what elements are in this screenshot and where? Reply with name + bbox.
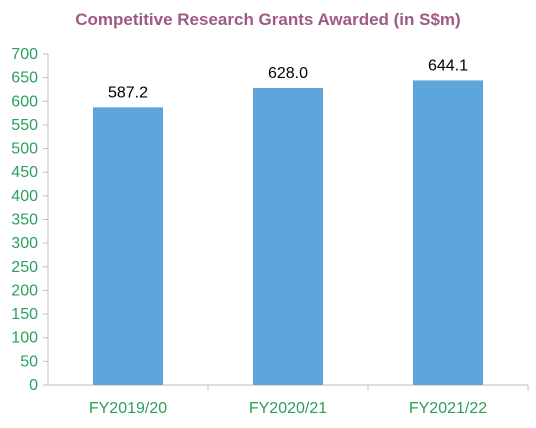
y-tick-label: 250 (11, 259, 38, 276)
y-tick-label: 550 (11, 117, 38, 134)
data-label: 628.0 (268, 65, 308, 82)
y-tick-label: 400 (11, 188, 38, 205)
data-label: 644.1 (428, 57, 468, 74)
y-tick-label: 50 (20, 353, 38, 370)
y-tick-label: 450 (11, 164, 38, 181)
chart-title: Competitive Research Grants Awarded (in … (75, 10, 461, 29)
bar (413, 80, 483, 386)
y-tick-label: 300 (11, 235, 38, 252)
y-tick-label: 0 (29, 377, 38, 394)
y-tick-label: 200 (11, 282, 38, 299)
y-tick-label: 100 (11, 330, 38, 347)
x-tick-label: FY2019/20 (89, 400, 167, 417)
y-tick-label: 500 (11, 141, 38, 158)
bar (93, 107, 163, 385)
y-tick-label: 700 (11, 46, 38, 63)
y-tick-label: 600 (11, 93, 38, 110)
data-label: 587.2 (108, 84, 148, 101)
y-tick-label: 350 (11, 212, 38, 229)
x-tick-label: FY2021/22 (409, 400, 487, 417)
x-tick-label: FY2020/21 (249, 400, 327, 417)
y-tick-label: 650 (11, 70, 38, 87)
bar (253, 88, 323, 385)
y-tick-label: 150 (11, 306, 38, 323)
